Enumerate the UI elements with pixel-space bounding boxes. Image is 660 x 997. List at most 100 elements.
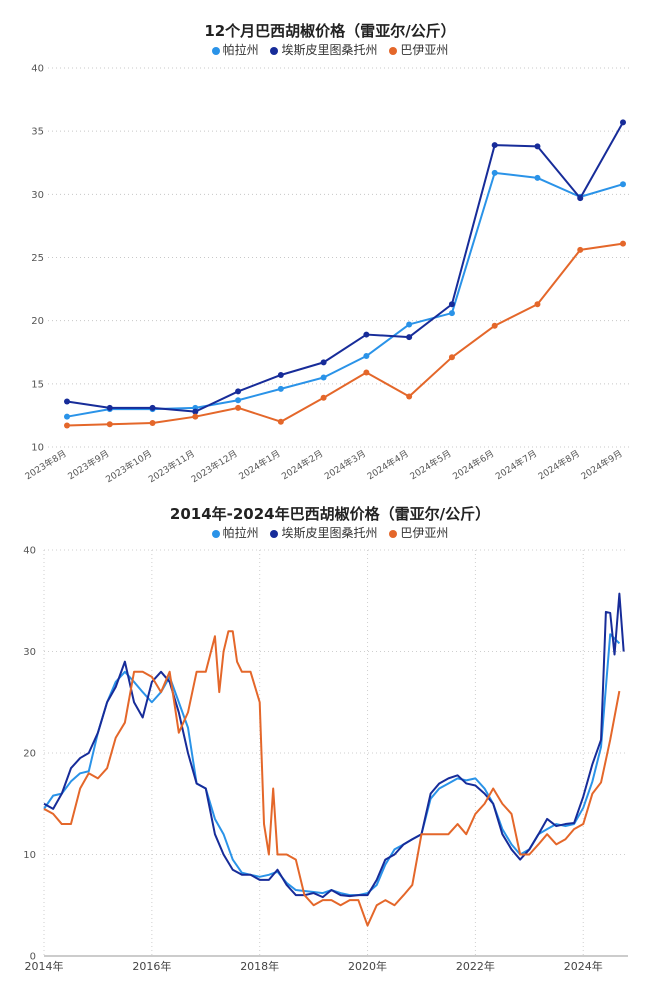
x-tick-label: 2024年9月	[579, 447, 625, 482]
legend-label: 巴伊亚州	[400, 43, 449, 57]
data-point	[491, 169, 498, 176]
data-point	[106, 404, 113, 411]
legend-marker	[389, 529, 398, 538]
x-tick-label: 2018年	[240, 959, 279, 973]
y-tick-label: 10	[23, 850, 36, 861]
y-tick-label: 25	[31, 253, 44, 264]
data-point	[363, 369, 370, 376]
series-line-1	[43, 592, 625, 899]
y-tick-label: 35	[31, 127, 44, 138]
data-point	[620, 181, 626, 188]
x-tick-label: 2024年5月	[408, 447, 454, 482]
x-tick-label: 2024年7月	[493, 447, 539, 482]
data-point	[620, 119, 626, 126]
x-tick-label: 2020年	[348, 959, 387, 973]
data-point	[363, 353, 370, 360]
x-tick-label: 2014年	[25, 959, 64, 973]
legend-marker	[211, 529, 220, 538]
series-line-2	[43, 630, 621, 927]
chart-12-month: 12个月巴西胡椒价格（雷亚尔/公斤） 帕拉州 埃斯皮里图桑托州 巴伊亚州 10 1…	[0, 0, 660, 490]
x-tick-label: 2023年10月	[103, 447, 154, 485]
chart-legend: 帕拉州 埃斯皮里图桑托州 巴伊亚州	[0, 41, 660, 58]
chart-10-year: 2014年-2024年巴西胡椒价格（雷亚尔/公斤） 帕拉州 埃斯皮里图桑托州 巴…	[0, 490, 660, 997]
legend-item-para[interactable]: 帕拉州	[211, 524, 259, 541]
data-point	[363, 331, 370, 338]
legend-item-bahia[interactable]: 巴伊亚州	[389, 41, 448, 58]
y-tick-label: 0	[30, 952, 36, 963]
legend-marker	[270, 46, 279, 55]
data-point	[491, 142, 498, 149]
x-tick-label: 2016年	[132, 959, 171, 973]
legend-item-espirito-santo[interactable]: 埃斯皮里图桑托州	[270, 524, 378, 541]
data-point	[277, 385, 284, 392]
legend-label: 帕拉州	[222, 526, 259, 540]
series-line-0	[66, 171, 624, 418]
x-tick-label: 2024年6月	[450, 447, 496, 482]
data-point	[448, 310, 455, 317]
data-point	[277, 418, 284, 425]
data-point	[149, 404, 156, 411]
data-point	[64, 398, 70, 405]
chart-plot-area: 101520253035402023年8月2023年9月2023年10月2023…	[23, 64, 630, 485]
x-tick-label: 2024年1月	[237, 447, 283, 482]
x-tick-label: 2024年4月	[365, 447, 411, 482]
data-point	[235, 404, 242, 411]
data-point	[64, 413, 70, 420]
y-tick-label: 20	[23, 749, 36, 760]
legend-item-para[interactable]: 帕拉州	[211, 41, 259, 58]
legend-label: 埃斯皮里图桑托州	[281, 526, 378, 540]
legend-item-espirito-santo[interactable]: 埃斯皮里图桑托州	[270, 41, 378, 58]
y-tick-label: 30	[23, 647, 36, 658]
y-tick-label: 15	[31, 379, 44, 390]
data-point	[235, 397, 242, 404]
y-tick-label: 30	[31, 190, 44, 201]
x-tick-label: 2024年3月	[322, 447, 368, 482]
data-point	[106, 421, 113, 428]
data-point	[64, 422, 70, 429]
data-point	[320, 374, 327, 381]
series-line-2	[66, 242, 624, 427]
data-point	[192, 413, 199, 420]
data-point	[406, 321, 413, 328]
chart-plot-area: 0 10 20 30 40 2014年 2016年 2018年 2020年 2022年 2024年	[23, 546, 628, 973]
data-point	[192, 408, 199, 415]
series-line-1	[66, 121, 624, 413]
data-point	[534, 301, 541, 308]
data-point	[320, 359, 327, 366]
legend-item-bahia[interactable]: 巴伊亚州	[389, 524, 448, 541]
data-point	[577, 246, 584, 253]
data-point	[534, 143, 541, 150]
x-tick-label: 2023年12月	[189, 447, 240, 485]
chart-title: 2014年-2024年巴西胡椒价格（雷亚尔/公斤）	[169, 505, 491, 523]
data-point	[277, 371, 284, 378]
data-point	[577, 195, 584, 202]
data-point	[320, 394, 327, 401]
legend-label: 埃斯皮里图桑托州	[281, 43, 378, 57]
data-point	[406, 393, 413, 400]
y-tick-label: 40	[31, 64, 44, 75]
legend-marker	[211, 46, 220, 55]
data-point	[491, 322, 498, 329]
data-point	[235, 388, 242, 395]
x-tick-label: 2023年8月	[23, 447, 69, 482]
legend-label: 帕拉州	[222, 43, 259, 57]
chart-legend: 帕拉州 埃斯皮里图桑托州 巴伊亚州	[0, 524, 660, 541]
series-line-0	[43, 633, 621, 897]
data-point	[534, 174, 541, 181]
data-point	[448, 301, 455, 308]
chart-title: 12个月巴西胡椒价格（雷亚尔/公斤）	[204, 22, 456, 40]
data-point	[406, 334, 413, 341]
x-tick-label: 2024年	[564, 959, 603, 973]
legend-label: 巴伊亚州	[400, 526, 449, 540]
y-tick-label: 10	[31, 443, 44, 454]
data-point	[620, 240, 626, 247]
legend-marker	[270, 529, 279, 538]
legend-marker	[389, 46, 398, 55]
x-tick-label: 2022年	[456, 959, 495, 973]
y-tick-label: 20	[31, 316, 44, 327]
data-point	[448, 354, 455, 361]
data-point	[149, 419, 156, 426]
x-tick-label: 2024年8月	[536, 447, 582, 482]
y-tick-label: 40	[23, 546, 36, 557]
x-tick-label: 2023年11月	[146, 447, 197, 485]
